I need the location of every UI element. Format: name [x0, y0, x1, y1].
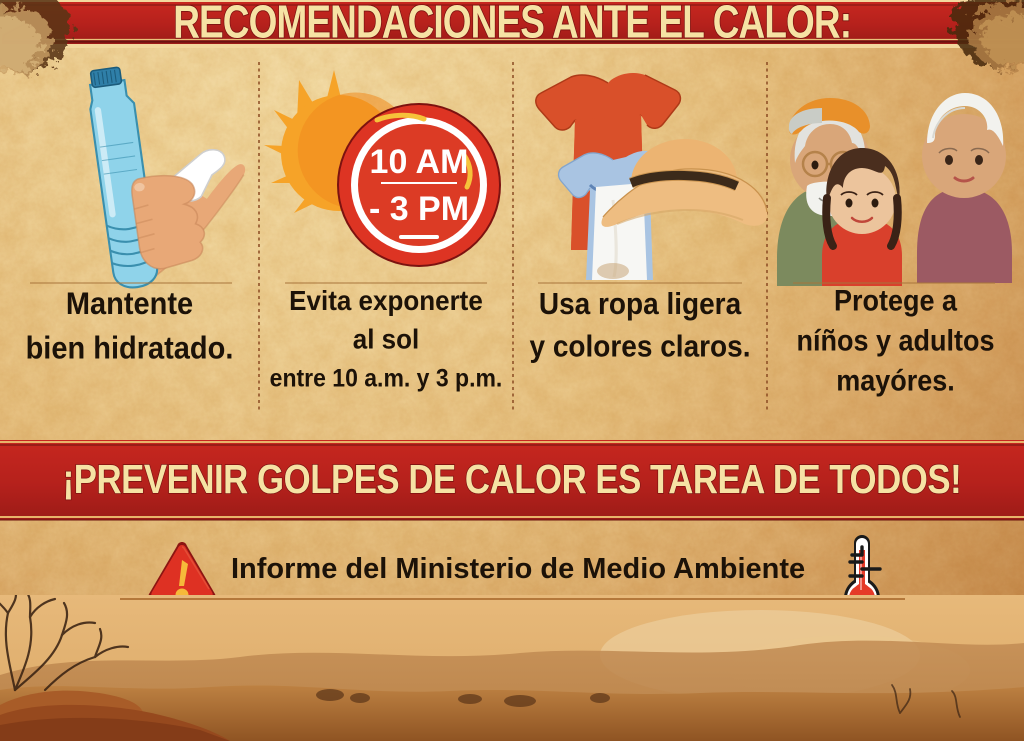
svg-text:10 AM: 10 AM [370, 143, 469, 181]
svg-text:- 3 PM: - 3 PM [369, 190, 469, 228]
